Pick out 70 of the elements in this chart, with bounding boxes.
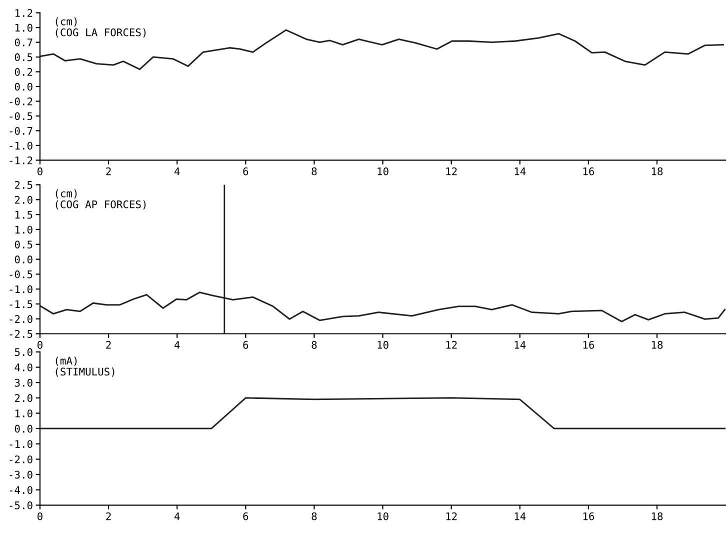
y-tick-label: -1.0	[10, 440, 32, 448]
x-tick-label: 8	[312, 340, 317, 349]
x-tick-label: 0	[38, 167, 42, 176]
x-tick-label: 16	[583, 512, 594, 520]
x-tick-label: 12	[446, 167, 457, 176]
y-tick-label: 2.5	[15, 181, 32, 189]
y-tick-label: 2.0	[15, 394, 32, 402]
y-tick-label: 2.0	[15, 196, 32, 204]
y-tick-label: -1.0	[10, 285, 32, 294]
x-tick-label: 0	[38, 340, 42, 349]
y-tick-label: 0.0	[14, 256, 32, 264]
y-tick-label: 0.5	[14, 240, 32, 248]
y-tick-label: 0.5	[14, 53, 32, 62]
y-tick-label: 0.2	[14, 68, 32, 76]
y-tick-label: -2.0	[10, 455, 32, 464]
x-tick-label: 6	[243, 512, 248, 520]
y-tick-label: 0.0	[14, 424, 32, 433]
y-tick-label: -1.0	[10, 142, 32, 150]
y-tick-label: -1.5	[10, 300, 32, 308]
y-tick-label: -0.5	[10, 112, 32, 120]
x-tick-label: 16	[583, 340, 594, 349]
y-tick-label: -1.2	[10, 156, 32, 164]
y-tick-label: -0.5	[10, 270, 32, 278]
y-tick-label: -0.7	[10, 126, 32, 135]
y-tick-label: -5.0	[10, 501, 32, 510]
annotation: (COG AP FORCES)	[56, 200, 146, 210]
x-tick-label: 14	[514, 168, 526, 176]
x-tick-label: 14	[514, 512, 526, 520]
y-tick-label: 0.0	[14, 82, 32, 91]
y-tick-label: -3.0	[10, 470, 32, 479]
annotation: (mA)	[56, 356, 77, 366]
annotation: (COG LA FORCES)	[56, 28, 146, 38]
x-tick-label: 2	[106, 512, 111, 520]
y-tick-label: -4.0	[10, 486, 32, 494]
y-tick-label: 1.0	[15, 24, 32, 32]
y-tick-label: 0.7	[14, 38, 32, 46]
x-tick-label: 10	[378, 340, 388, 349]
x-tick-label: 8	[312, 512, 317, 520]
x-tick-label: 4	[174, 168, 180, 176]
y-tick-label: -0.2	[10, 98, 32, 106]
x-tick-label: 18	[652, 167, 663, 176]
x-tick-label: 6	[243, 167, 248, 176]
x-tick-label: 18	[652, 340, 663, 349]
y-tick-label: 1.2	[15, 9, 32, 17]
x-tick-label: 16	[583, 167, 594, 176]
annotation: (cm)	[56, 189, 77, 199]
annotation: (STIMULUS)	[56, 368, 114, 377]
x-tick-label: 4	[174, 512, 180, 520]
line-series	[40, 29, 724, 70]
x-tick-label: 14	[514, 341, 526, 349]
annotation: (cm)	[56, 17, 77, 27]
x-tick-label: 8	[312, 167, 317, 176]
x-tick-label: 2	[106, 340, 111, 349]
y-tick-label: 1.0	[15, 226, 32, 234]
x-tick-label: 10	[378, 512, 388, 520]
x-tick-label: 2	[106, 167, 111, 176]
y-tick-label: 1.5	[15, 210, 32, 219]
x-tick-label: 18	[652, 512, 663, 520]
y-tick-label: 5.0	[14, 348, 32, 356]
x-tick-label: 6	[243, 340, 248, 349]
y-tick-label: 3.0	[14, 378, 32, 387]
x-tick-label: 4	[174, 341, 180, 349]
y-tick-label: 4.0	[14, 363, 32, 372]
x-tick-label: 12	[446, 512, 457, 520]
x-tick-label: 12	[446, 340, 457, 349]
x-tick-label: 10	[378, 167, 388, 176]
y-tick-label: -2.5	[10, 330, 32, 338]
y-tick-label: -2.0	[10, 315, 32, 323]
y-tick-label: 1.0	[15, 409, 32, 418]
x-tick-label: 0	[38, 512, 42, 520]
